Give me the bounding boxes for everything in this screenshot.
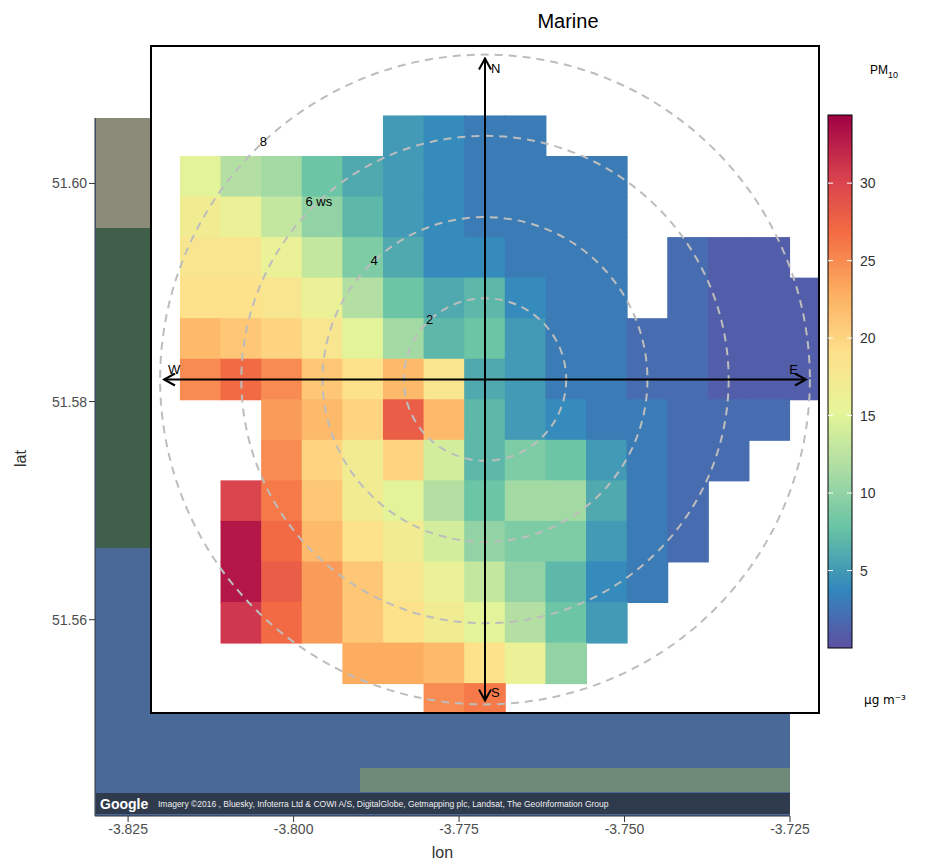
svg-text:Marine: Marine bbox=[537, 10, 598, 32]
svg-text:lat: lat bbox=[12, 450, 29, 467]
svg-text:S: S bbox=[491, 685, 500, 700]
svg-text:25: 25 bbox=[860, 253, 876, 269]
svg-text:5: 5 bbox=[860, 563, 868, 579]
svg-text:N: N bbox=[491, 61, 500, 76]
svg-text:Imagery ©2016 , Bluesky, Infot: Imagery ©2016 , Bluesky, Infoterra Ltd &… bbox=[158, 799, 609, 809]
svg-text:2: 2 bbox=[426, 312, 433, 327]
svg-text:8: 8 bbox=[260, 134, 267, 149]
svg-text:51.56: 51.56 bbox=[52, 612, 87, 628]
svg-text:-3.800: -3.800 bbox=[274, 821, 314, 837]
svg-text:PM10: PM10 bbox=[870, 63, 898, 80]
svg-text:-3.825: -3.825 bbox=[108, 821, 148, 837]
svg-text:-3.725: -3.725 bbox=[770, 821, 810, 837]
svg-text:W: W bbox=[168, 362, 181, 377]
svg-text:6 ws: 6 ws bbox=[305, 194, 332, 209]
svg-text:15: 15 bbox=[860, 408, 876, 424]
svg-text:51.58: 51.58 bbox=[52, 394, 87, 410]
svg-text:10: 10 bbox=[860, 485, 876, 501]
svg-text:51.60: 51.60 bbox=[52, 175, 87, 191]
svg-text:µg m⁻³: µg m⁻³ bbox=[864, 693, 906, 707]
svg-text:20: 20 bbox=[860, 330, 876, 346]
svg-text:4: 4 bbox=[371, 253, 378, 268]
svg-text:30: 30 bbox=[860, 175, 876, 191]
svg-text:Google: Google bbox=[100, 796, 148, 812]
svg-text:-3.775: -3.775 bbox=[439, 821, 479, 837]
svg-text:-3.750: -3.750 bbox=[605, 821, 645, 837]
svg-text:E: E bbox=[789, 362, 798, 377]
svg-text:lon: lon bbox=[432, 844, 453, 861]
